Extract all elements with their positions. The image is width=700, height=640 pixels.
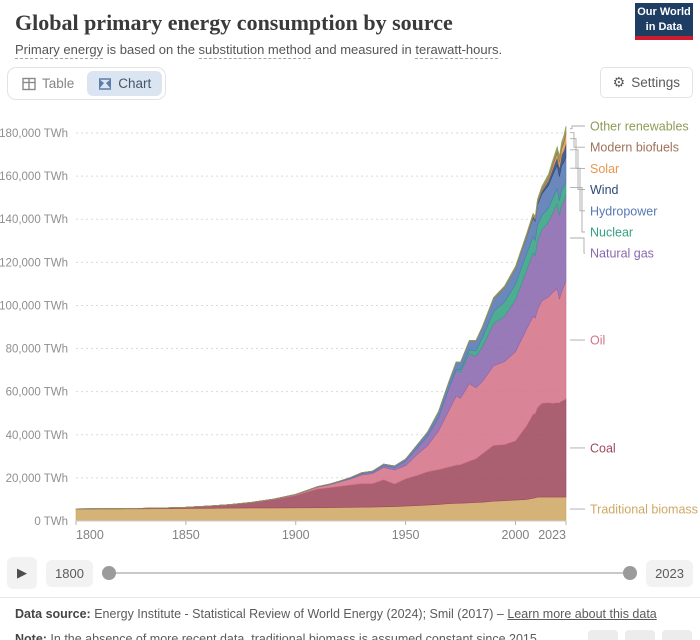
note-line: Note: In the absence of more recent data…: [15, 632, 685, 640]
stacked-area-chart: 0 TWh 20,000 TWh 40,000 TWh 60,000 TWh 80,00…: [0, 120, 698, 543]
footer: Data source: Energy Institute - Statisti…: [0, 597, 700, 640]
legend-label-coal[interactable]: Coal: [590, 441, 616, 455]
action-button-3[interactable]: [662, 630, 692, 640]
data-source-line: Data source: Energy Institute - Statisti…: [15, 607, 685, 623]
legend-connector: [570, 237, 585, 254]
subtitle-term[interactable]: substitution method: [198, 42, 312, 59]
legend-label-modern-biofuels[interactable]: Modern biofuels: [590, 141, 679, 155]
x-axis-tick-label: 2023: [538, 528, 566, 542]
y-axis-tick-label: 100,000 TWh: [0, 300, 68, 312]
subtitle-text: and measured in: [311, 42, 416, 57]
legend-label-nuclear[interactable]: Nuclear: [590, 226, 633, 240]
logo-line2: in Data: [645, 20, 683, 33]
logo-line1: Our World: [637, 6, 691, 19]
header: Global primary energy consumption by sou…: [0, 0, 700, 59]
action-button-1[interactable]: [588, 630, 618, 640]
table-icon: [22, 77, 36, 90]
y-axis-tick-label: 160,000 TWh: [0, 171, 68, 183]
subtitle-term[interactable]: Primary energy: [15, 42, 104, 59]
note-prefix: Note:: [15, 631, 47, 640]
view-tab-group: Table Chart: [7, 67, 167, 100]
timeline: ▶ 1800 2023: [7, 557, 693, 589]
legend-label-oil[interactable]: Oil: [590, 334, 605, 348]
y-axis-tick-label: 80,000 TWh: [6, 344, 68, 356]
tab-table[interactable]: Table: [11, 71, 85, 96]
timeline-start-year[interactable]: 1800: [46, 559, 93, 587]
x-axis-tick-label: 1950: [392, 528, 420, 542]
subtitle-term[interactable]: terawatt-hours: [415, 42, 499, 59]
gear-icon: ⚙: [612, 74, 626, 90]
legend-label-other-renewables[interactable]: Other renewables: [590, 120, 689, 134]
learn-more-link[interactable]: Learn more about this data: [507, 607, 657, 621]
y-axis-tick-label: 60,000 TWh: [6, 387, 68, 399]
x-axis-tick-label: 1800: [76, 528, 104, 542]
slider-track[interactable]: [108, 572, 631, 574]
legend-label-hydropower[interactable]: Hydropower: [590, 204, 657, 218]
owid-logo[interactable]: Our World in Data: [635, 3, 693, 40]
y-axis-tick-label: 40,000 TWh: [6, 430, 68, 442]
settings-label: Settings: [631, 75, 680, 90]
slider-handle-end[interactable]: [623, 566, 638, 580]
page-title: Global primary energy consumption by sou…: [15, 10, 453, 35]
x-axis-tick-label: 2000: [502, 528, 530, 542]
tab-chart[interactable]: Chart: [87, 71, 163, 96]
y-axis-tick-label: 140,000 TWh: [0, 214, 68, 226]
y-axis-tick-label: 180,000 TWh: [0, 128, 68, 140]
legend-label-natural-gas[interactable]: Natural gas: [590, 247, 654, 261]
legend-connector: [570, 149, 585, 191]
y-axis-tick-label: 120,000 TWh: [0, 257, 68, 269]
legend-label-traditional-biomass[interactable]: Traditional biomass: [590, 503, 698, 517]
tab-chart-label: Chart: [118, 76, 152, 91]
y-axis-tick-label: 0 TWh: [34, 516, 68, 528]
x-axis-tick-label: 1850: [172, 528, 200, 542]
legend-connector: [570, 186, 585, 233]
legend-label-solar[interactable]: Solar: [590, 162, 619, 176]
area-other-renewables[interactable]: [75, 125, 567, 510]
subtitle-text: is based on the: [103, 42, 199, 57]
slider-handle-start[interactable]: [101, 566, 116, 580]
timeline-slider[interactable]: [101, 557, 638, 589]
legend-connector: [570, 132, 585, 148]
x-axis-tick-label: 1900: [282, 528, 310, 542]
action-buttons-cropped: [588, 630, 692, 640]
y-axis-tick-label: 20,000 TWh: [6, 473, 68, 485]
action-button-2[interactable]: [625, 630, 655, 640]
subtitle-text: .: [498, 42, 503, 57]
note-text: In the absence of more recent data, trad…: [46, 631, 541, 640]
chart-icon: [99, 77, 112, 90]
play-button[interactable]: ▶: [7, 557, 37, 589]
legend-connector: [570, 138, 585, 169]
data-source-text: Energy Institute - Statistical Review of…: [90, 607, 508, 621]
chart-subtitle: Primary energy is based on the substitut…: [15, 42, 685, 59]
settings-button[interactable]: ⚙ Settings: [599, 67, 693, 98]
legend-connector: [570, 125, 585, 130]
timeline-end-year[interactable]: 2023: [646, 559, 693, 587]
toolbar: Table Chart ⚙ Settings: [7, 67, 693, 100]
tab-table-label: Table: [42, 76, 75, 91]
data-source-prefix: Data source:: [15, 607, 91, 621]
legend-label-wind[interactable]: Wind: [590, 183, 619, 197]
